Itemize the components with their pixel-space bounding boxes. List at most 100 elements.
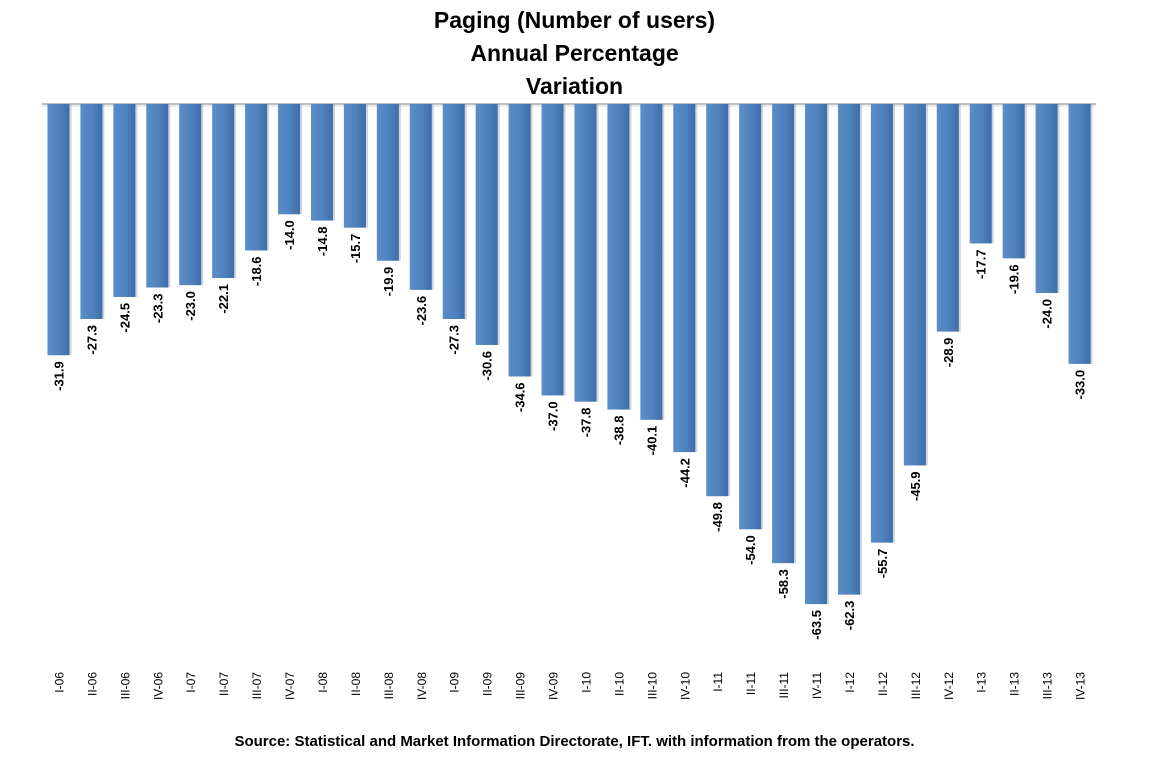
value-label-III-11: -58.3 — [776, 569, 791, 599]
value-label-I-11: -49.8 — [710, 502, 725, 532]
category-label-IV-07: IV-07 — [283, 672, 297, 700]
category-label-III-11: III-11 — [777, 672, 791, 699]
category-label-II-10: II-10 — [612, 672, 626, 696]
value-label-I-10: -37.8 — [578, 408, 593, 438]
chart-title-line-2: Annual Percentage — [470, 40, 679, 66]
category-label-II-12: II-12 — [876, 672, 890, 696]
value-label-I-06: -31.9 — [51, 361, 66, 391]
bar-III-09 — [508, 104, 531, 377]
value-label-II-12: -55.7 — [875, 549, 890, 579]
bar-IV-08 — [409, 104, 432, 290]
bar-I-12 — [837, 104, 860, 595]
value-label-I-13: -17.7 — [974, 249, 989, 279]
bar-IV-13 — [1068, 104, 1091, 364]
value-label-III-13: -24.0 — [1040, 299, 1055, 329]
category-label-I-11: I-11 — [711, 672, 725, 692]
value-label-IV-09: -37.0 — [546, 401, 561, 431]
bar-I-06 — [47, 104, 70, 356]
bar-IV-10 — [673, 104, 696, 453]
bar-I-10 — [574, 104, 597, 402]
bar-II-07 — [212, 104, 235, 279]
category-label-I-07: I-07 — [184, 672, 198, 693]
category-label-I-06: I-06 — [52, 672, 66, 693]
bar-III-08 — [376, 104, 399, 261]
value-label-I-09: -27.3 — [447, 325, 462, 355]
value-label-III-07: -18.6 — [249, 256, 264, 286]
value-label-I-12: -62.3 — [842, 601, 857, 631]
value-label-III-10: -40.1 — [644, 426, 659, 456]
category-label-I-12: I-12 — [843, 672, 857, 693]
category-label-I-09: I-09 — [448, 672, 462, 693]
category-label-I-13: I-13 — [975, 672, 989, 693]
bar-II-12 — [870, 104, 893, 543]
bar-IV-12 — [936, 104, 959, 332]
category-label-II-13: II-13 — [1008, 672, 1022, 696]
bar-IV-09 — [541, 104, 564, 396]
value-label-III-06: -24.5 — [117, 303, 132, 333]
value-label-IV-06: -23.3 — [150, 293, 165, 323]
bar-III-12 — [903, 104, 926, 466]
category-label-II-11: II-11 — [744, 672, 758, 695]
value-label-II-07: -22.1 — [216, 284, 231, 314]
bar-III-06 — [113, 104, 136, 297]
value-label-III-08: -19.9 — [381, 267, 396, 297]
category-label-III-06: III-06 — [118, 672, 132, 700]
value-label-IV-11: -63.5 — [809, 610, 824, 640]
category-label-III-07: III-07 — [250, 672, 264, 700]
value-label-II-11: -54.0 — [743, 535, 758, 565]
category-label-II-06: II-06 — [85, 672, 99, 696]
category-label-I-10: I-10 — [579, 672, 593, 693]
bar-II-08 — [343, 104, 366, 228]
bar-III-07 — [245, 104, 268, 251]
source-note: Source: Statistical and Market Informati… — [234, 733, 915, 750]
chart-title-line-3: Variation — [525, 73, 624, 99]
category-label-IV-11: IV-11 — [810, 672, 824, 699]
bar-IV-07 — [278, 104, 301, 215]
category-label-II-08: II-08 — [349, 672, 363, 696]
value-label-III-09: -34.6 — [513, 382, 528, 412]
category-label-IV-08: IV-08 — [415, 672, 429, 700]
value-label-IV-13: -33.0 — [1073, 370, 1088, 400]
bar-II-11 — [739, 104, 762, 530]
value-label-IV-12: -28.9 — [941, 338, 956, 368]
bar-II-06 — [80, 104, 103, 319]
bar-I-13 — [969, 104, 992, 244]
value-label-IV-10: -44.2 — [677, 458, 692, 488]
value-label-II-09: -30.6 — [480, 351, 495, 381]
category-label-IV-13: IV-13 — [1074, 672, 1088, 700]
category-label-III-08: III-08 — [382, 672, 396, 700]
bar-I-08 — [310, 104, 333, 221]
category-label-III-10: III-10 — [645, 672, 659, 700]
category-label-IV-06: IV-06 — [151, 672, 165, 700]
category-label-IV-12: IV-12 — [942, 672, 956, 700]
bar-IV-06 — [146, 104, 169, 288]
category-label-IV-09: IV-09 — [547, 672, 561, 700]
value-label-IV-08: -23.6 — [414, 296, 429, 326]
value-label-I-07: -23.0 — [183, 291, 198, 321]
value-label-IV-07: -14.0 — [282, 220, 297, 250]
bar-II-09 — [475, 104, 498, 345]
bar-II-10 — [607, 104, 630, 410]
value-label-II-13: -19.6 — [1007, 264, 1022, 294]
category-label-IV-10: IV-10 — [678, 672, 692, 700]
value-label-I-08: -14.8 — [315, 227, 330, 257]
category-label-III-13: III-13 — [1041, 672, 1055, 700]
value-label-II-10: -38.8 — [611, 416, 626, 446]
bar-II-13 — [1002, 104, 1025, 259]
category-label-II-09: II-09 — [481, 672, 495, 696]
bar-III-11 — [772, 104, 795, 564]
category-label-I-08: I-08 — [316, 672, 330, 693]
value-label-III-12: -45.9 — [908, 471, 923, 501]
value-label-II-08: -15.7 — [348, 234, 363, 264]
chart-title-line-1: Paging (Number of users) — [433, 7, 716, 33]
bar-I-11 — [706, 104, 729, 497]
category-label-III-09: III-09 — [514, 672, 528, 700]
bar-III-13 — [1035, 104, 1058, 293]
category-label-II-07: II-07 — [217, 672, 231, 696]
bar-I-07 — [179, 104, 202, 286]
bar-III-10 — [640, 104, 663, 420]
category-label-III-12: III-12 — [909, 672, 923, 700]
value-label-II-06: -27.3 — [84, 325, 99, 355]
bar-IV-11 — [805, 104, 828, 605]
